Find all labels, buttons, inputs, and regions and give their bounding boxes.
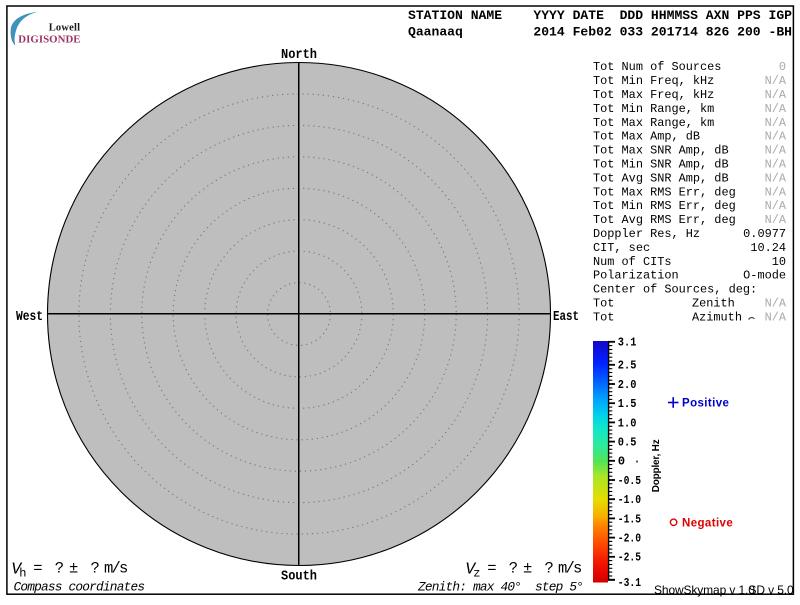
svg-text:V: V	[465, 560, 477, 579]
svg-text:North: North	[281, 47, 317, 63]
svg-text:Tot Min RMS Err, deg: Tot Min RMS Err, deg	[593, 199, 736, 213]
svg-text:3.1: 3.1	[618, 336, 637, 350]
svg-text:Tot Min SNR Amp, dB: Tot Min SNR Amp, dB	[593, 158, 729, 172]
svg-text:DIGISONDE: DIGISONDE	[18, 33, 80, 45]
svg-text:= ? ± ?: = ? ± ?	[487, 560, 553, 578]
svg-text:h: h	[19, 567, 26, 581]
svg-text:Qaanaaq 2014 Feb02 033: Qaanaaq 2014 Feb02 033 201714 826 200 -B…	[408, 25, 792, 40]
svg-text:N/A: N/A	[765, 102, 787, 116]
svg-text:-2.0: -2.0	[618, 532, 641, 546]
svg-text:N/A: N/A	[765, 116, 787, 130]
svg-text:V: V	[11, 560, 23, 579]
svg-text:SD v 5.0: SD v 5.0	[749, 583, 795, 597]
svg-text:N/A: N/A	[765, 74, 787, 88]
svg-text:m/s: m/s	[558, 560, 582, 578]
svg-text:Center of Sources, deg:: Center of Sources, deg:	[593, 283, 757, 297]
svg-text:Tot Max SNR Amp, dB: Tot Max SNR Amp, dB	[593, 144, 729, 158]
svg-text:0: 0	[779, 60, 786, 74]
svg-text:Tot Max Amp, dB: Tot Max Amp, dB	[593, 130, 700, 144]
svg-text:Positive: Positive	[682, 398, 729, 410]
svg-text:Azimuth: Azimuth	[692, 310, 742, 324]
svg-text:N/A: N/A	[765, 297, 787, 311]
svg-text:Tot Max Freq, kHz: Tot Max Freq, kHz	[593, 88, 714, 102]
svg-text:2.5: 2.5	[618, 359, 637, 373]
svg-text:1.0: 1.0	[618, 416, 637, 430]
svg-text:-1.5: -1.5	[618, 512, 641, 526]
svg-text:2.0: 2.0	[618, 378, 637, 392]
svg-text:Polarization: Polarization	[593, 269, 679, 283]
svg-text:N/A: N/A	[765, 310, 787, 324]
svg-text:Negative: Negative	[682, 518, 733, 530]
svg-text:0.5: 0.5	[618, 436, 637, 450]
svg-text:East: East	[553, 309, 579, 325]
svg-text:N/A: N/A	[765, 144, 787, 158]
svg-text:Doppler, Hz: Doppler, Hz	[651, 439, 662, 492]
svg-text:Tot Avg SNR Amp, dB: Tot Avg SNR Amp, dB	[593, 171, 729, 185]
svg-text:Zenith: Zenith	[692, 297, 735, 311]
svg-text:Tot Min Freq, kHz: Tot Min Freq, kHz	[593, 74, 714, 88]
svg-text:Tot Max Range, km: Tot Max Range, km	[593, 116, 714, 130]
svg-text:Num of CITs: Num of CITs	[593, 255, 672, 269]
svg-text:m/s: m/s	[104, 560, 128, 578]
svg-text:= ? ± ?: = ? ± ?	[33, 560, 99, 578]
svg-text:10: 10	[772, 255, 786, 269]
svg-text:-0.5: -0.5	[618, 474, 641, 488]
svg-text:N/A: N/A	[765, 185, 787, 199]
svg-text:Tot Max RMS Err, deg: Tot Max RMS Err, deg	[593, 185, 736, 199]
svg-text:N/A: N/A	[765, 130, 787, 144]
svg-text:West: West	[16, 309, 43, 325]
svg-text:-1.0: -1.0	[618, 493, 641, 507]
svg-text:STATION NAME YYYY DATE DDD: STATION NAME YYYY DATE DDD HHMMSS AXN PP…	[408, 8, 792, 23]
svg-text:z: z	[473, 567, 480, 581]
svg-text:Tot Min Range, km: Tot Min Range, km	[593, 102, 714, 116]
svg-text:CIT, sec: CIT, sec	[593, 241, 650, 255]
svg-text:Doppler Res, Hz: Doppler Res, Hz	[593, 227, 700, 241]
svg-text:Zenith: max 40° step 5°: Zenith: max 40° step 5°	[417, 580, 583, 595]
svg-text:N/A: N/A	[765, 171, 787, 185]
svg-text:N/A: N/A	[765, 158, 787, 172]
svg-text:Tot: Tot	[593, 297, 614, 311]
svg-text:South: South	[281, 569, 317, 585]
svg-text:0.0977: 0.0977	[743, 227, 786, 241]
svg-text:Lowell: Lowell	[49, 22, 81, 33]
svg-text:0: 0	[618, 455, 625, 469]
svg-text:Tot: Tot	[593, 310, 614, 324]
svg-text:-3.1: -3.1	[618, 576, 641, 590]
svg-text:O-mode: O-mode	[743, 269, 786, 283]
svg-text:Compass coordinates: Compass coordinates	[14, 580, 145, 595]
svg-text:N/A: N/A	[765, 213, 787, 227]
svg-text:N/A: N/A	[765, 199, 787, 213]
svg-text:Tot Avg RMS Err, deg: Tot Avg RMS Err, deg	[593, 213, 736, 227]
svg-text:Tot Num of Sources: Tot Num of Sources	[593, 60, 721, 74]
svg-text:1.5: 1.5	[618, 397, 637, 411]
svg-text:ShowSkymap v 1.0: ShowSkymap v 1.0	[654, 583, 755, 597]
svg-text:N/A: N/A	[765, 88, 787, 102]
svg-text:10.24: 10.24	[750, 241, 786, 255]
svg-text:-2.5: -2.5	[618, 551, 641, 565]
